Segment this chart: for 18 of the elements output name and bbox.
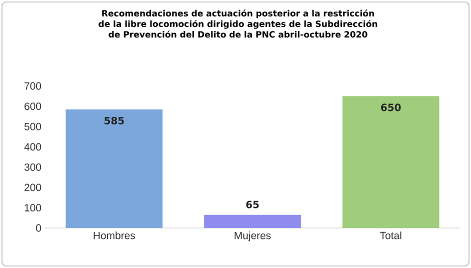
y-tick-label: 400 xyxy=(24,143,42,151)
y-tick-label: 100 xyxy=(24,204,42,212)
bar xyxy=(342,96,440,228)
bar xyxy=(66,109,163,228)
y-tick-label: 600 xyxy=(24,102,42,110)
y-tick-label: 200 xyxy=(24,184,42,192)
y-tick-label: 300 xyxy=(24,163,42,171)
data-label: 585 xyxy=(104,116,124,124)
bar xyxy=(204,214,301,228)
y-tick-label: 0 xyxy=(36,224,42,232)
data-label: 65 xyxy=(246,200,259,208)
x-tick-label: Mujeres xyxy=(234,232,271,242)
data-label: 650 xyxy=(381,104,401,112)
y-tick-label: 500 xyxy=(24,122,42,130)
x-tick-label: Total xyxy=(380,232,402,240)
x-tick-label: Hombres xyxy=(94,232,135,240)
y-tick-label: 700 xyxy=(24,82,42,90)
chart-title: Recomendaciones de actuación posterior a la restricción de la libre locomoción dirigido agentes de la Subdirección de Prevención del Delito de la PNC abril-octubre 2020 xyxy=(98,10,378,38)
